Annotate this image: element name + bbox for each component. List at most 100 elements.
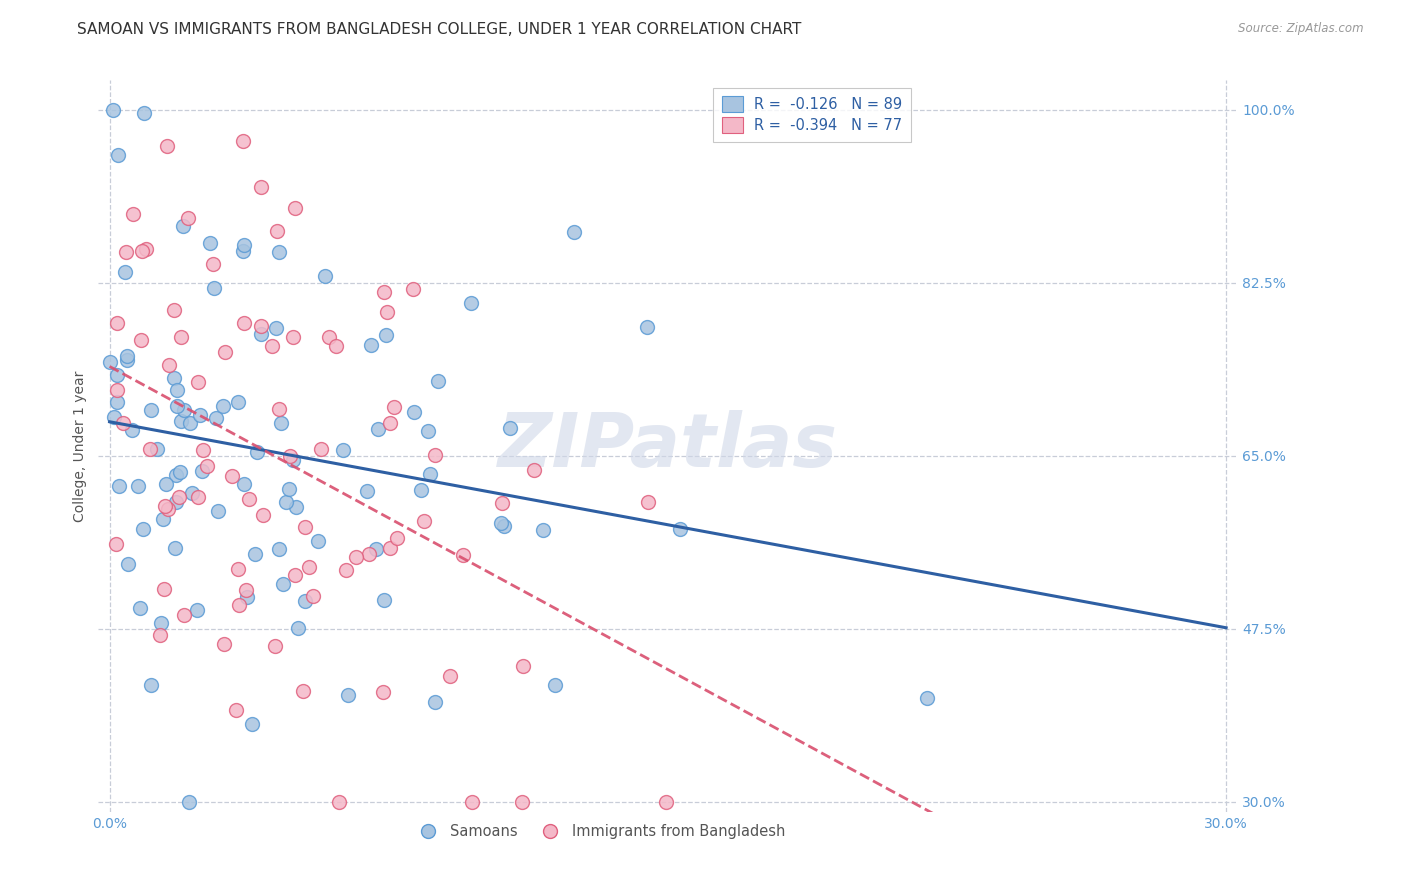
Point bbox=[252, 508, 274, 522]
Point bbox=[460, 295, 482, 310]
Point bbox=[232, 477, 254, 491]
Point bbox=[167, 490, 190, 504]
Point bbox=[499, 421, 522, 435]
Point bbox=[287, 621, 309, 635]
Point bbox=[153, 582, 176, 596]
Point bbox=[274, 495, 297, 509]
Text: SAMOAN VS IMMIGRANTS FROM BANGLADESH COLLEGE, UNDER 1 YEAR CORRELATION CHART: SAMOAN VS IMMIGRANTS FROM BANGLADESH COL… bbox=[77, 22, 801, 37]
Point bbox=[173, 607, 195, 622]
Point bbox=[105, 394, 128, 409]
Point bbox=[246, 445, 269, 459]
Point bbox=[416, 424, 439, 438]
Point bbox=[139, 678, 162, 692]
Point bbox=[451, 548, 474, 562]
Point bbox=[150, 616, 173, 631]
Point bbox=[356, 484, 378, 499]
Point bbox=[212, 399, 235, 413]
Point bbox=[915, 690, 938, 705]
Point bbox=[375, 327, 398, 342]
Point bbox=[111, 416, 134, 430]
Point bbox=[318, 330, 340, 344]
Point bbox=[170, 413, 193, 427]
Point bbox=[411, 483, 433, 497]
Point bbox=[277, 482, 299, 496]
Point bbox=[264, 321, 287, 335]
Point bbox=[243, 547, 266, 561]
Legend: Samoans, Immigrants from Bangladesh: Samoans, Immigrants from Bangladesh bbox=[408, 818, 792, 845]
Point bbox=[380, 541, 402, 555]
Point bbox=[165, 468, 187, 483]
Point bbox=[235, 583, 257, 598]
Point bbox=[129, 333, 152, 347]
Point bbox=[271, 577, 294, 591]
Point bbox=[107, 479, 129, 493]
Point bbox=[165, 494, 187, 508]
Point bbox=[226, 394, 249, 409]
Point bbox=[250, 179, 273, 194]
Point bbox=[132, 523, 155, 537]
Point bbox=[637, 494, 659, 508]
Point bbox=[423, 448, 446, 462]
Point bbox=[332, 442, 354, 457]
Point bbox=[232, 237, 254, 252]
Point bbox=[105, 317, 128, 331]
Point bbox=[655, 795, 678, 809]
Point bbox=[105, 368, 128, 383]
Point bbox=[269, 401, 291, 416]
Point bbox=[212, 637, 235, 651]
Point bbox=[225, 702, 247, 716]
Point bbox=[269, 541, 291, 556]
Point bbox=[115, 353, 138, 368]
Point bbox=[131, 244, 153, 258]
Y-axis label: College, Under 1 year: College, Under 1 year bbox=[73, 370, 87, 522]
Point bbox=[105, 537, 128, 551]
Point bbox=[266, 224, 288, 238]
Point bbox=[294, 594, 316, 608]
Point bbox=[285, 500, 308, 514]
Point bbox=[423, 695, 446, 709]
Point bbox=[139, 402, 162, 417]
Point bbox=[207, 503, 229, 517]
Point bbox=[155, 139, 177, 153]
Point bbox=[512, 658, 534, 673]
Point bbox=[115, 244, 138, 259]
Text: ZIPatlas: ZIPatlas bbox=[498, 409, 838, 483]
Point bbox=[325, 339, 347, 353]
Point bbox=[135, 242, 157, 256]
Point bbox=[311, 442, 333, 457]
Point bbox=[163, 541, 186, 556]
Point bbox=[169, 465, 191, 479]
Point bbox=[344, 549, 367, 564]
Point bbox=[402, 405, 425, 419]
Point bbox=[564, 225, 586, 239]
Point bbox=[491, 496, 513, 510]
Point bbox=[489, 516, 512, 530]
Point bbox=[636, 320, 658, 334]
Point bbox=[669, 522, 692, 536]
Point bbox=[367, 422, 389, 436]
Point bbox=[195, 459, 218, 474]
Point bbox=[360, 338, 382, 352]
Point bbox=[232, 134, 254, 148]
Point bbox=[129, 601, 152, 615]
Point bbox=[402, 282, 425, 296]
Point bbox=[138, 442, 160, 456]
Point bbox=[263, 640, 285, 654]
Point bbox=[336, 688, 359, 702]
Text: Source: ZipAtlas.com: Source: ZipAtlas.com bbox=[1239, 22, 1364, 36]
Point bbox=[172, 219, 194, 233]
Point bbox=[292, 684, 315, 698]
Point bbox=[373, 592, 395, 607]
Point bbox=[180, 486, 202, 500]
Point bbox=[531, 523, 554, 537]
Point bbox=[187, 490, 209, 504]
Point bbox=[314, 269, 336, 284]
Point bbox=[426, 374, 449, 388]
Point bbox=[98, 355, 121, 369]
Point bbox=[188, 408, 211, 422]
Point bbox=[385, 532, 408, 546]
Point bbox=[281, 453, 304, 467]
Point bbox=[281, 330, 304, 344]
Point bbox=[166, 399, 188, 413]
Point bbox=[232, 316, 254, 330]
